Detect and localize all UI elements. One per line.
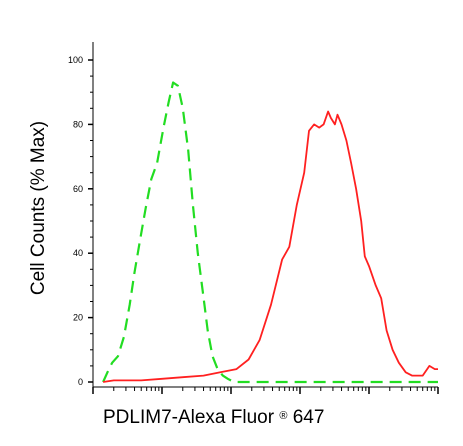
y-tick-label: 0 xyxy=(78,377,83,387)
y-tick-label: 100 xyxy=(68,55,83,65)
y-tick-label: 40 xyxy=(73,248,83,258)
x-axis-title-suffix: 647 xyxy=(293,407,325,428)
x-axis-title: PDLIM7-Alexa Fluor ® 647 xyxy=(103,403,324,428)
y-tick-label: 80 xyxy=(73,119,83,129)
y-tick-label: 60 xyxy=(73,184,83,194)
plot-frame xyxy=(92,42,438,388)
sample-histogram-line xyxy=(102,110,438,383)
x-axis-title-main: PDLIM7-Alexa Fluor xyxy=(103,407,275,428)
control-histogram-line xyxy=(102,81,438,384)
x-axis-ticks xyxy=(92,387,439,394)
y-axis-ticks: 0 20 40 60 80 100 xyxy=(68,55,93,387)
y-tick-label: 20 xyxy=(73,313,83,323)
y-axis-title: Cell Counts (% Max) xyxy=(28,121,49,295)
series-layer xyxy=(102,81,438,384)
x-axis-title-registered-mark: ® xyxy=(279,410,287,422)
